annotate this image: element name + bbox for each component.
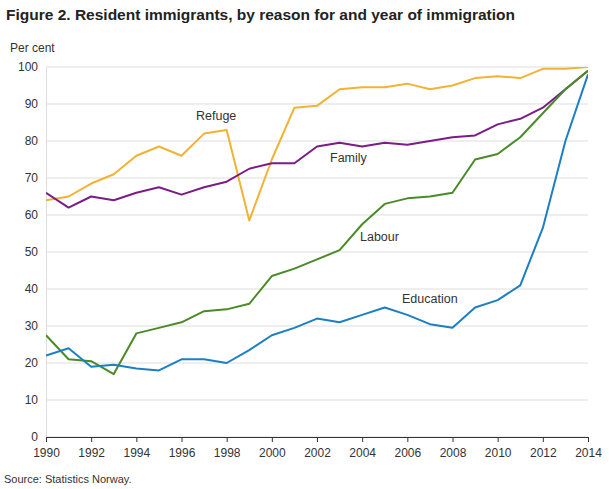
x-tick-mark: [453, 437, 454, 442]
grid-line: [46, 363, 588, 364]
x-tick-label: 1990: [33, 446, 60, 460]
x-tick-mark: [136, 437, 137, 442]
x-tick: 2014: [575, 437, 602, 460]
x-tick: 1990: [33, 437, 60, 460]
x-tick-label: 2008: [440, 446, 467, 460]
y-tick: 100: [18, 60, 46, 74]
y-tick-label: 70: [25, 171, 39, 185]
x-tick: 2004: [349, 437, 376, 460]
y-tick: 50: [25, 245, 46, 259]
series-label: Labour: [360, 230, 399, 244]
y-axis-line: [46, 68, 47, 438]
x-tick-mark: [498, 437, 499, 442]
y-tick-label: 40: [25, 282, 39, 296]
series-label: Family: [330, 151, 368, 165]
y-tick-label: 10: [25, 393, 39, 407]
x-tick-mark: [317, 437, 318, 442]
x-tick: 2006: [394, 437, 421, 460]
x-tick-label: 2002: [304, 446, 331, 460]
grid-line: [46, 252, 588, 253]
x-tick-label: 2014: [575, 446, 602, 460]
series-line: [46, 67, 588, 221]
grid: [46, 67, 588, 437]
x-tick-label: 1996: [169, 446, 196, 460]
series-label: Education: [402, 292, 458, 306]
x-tick: 1996: [169, 437, 196, 460]
y-tick: 80: [25, 134, 46, 148]
series-line: [46, 71, 588, 374]
x-tick: 2010: [485, 437, 512, 460]
y-tick-label: 30: [25, 319, 39, 333]
plot: 0102030405060708090100199019921994199619…: [18, 60, 602, 459]
y-tick-label: 90: [25, 97, 39, 111]
x-tick-label: 2000: [259, 446, 286, 460]
source: Source: Statistics Norway.: [4, 473, 132, 485]
title: Figure 2. Resident immigrants, by reason…: [6, 6, 515, 23]
y-label: Per cent: [10, 41, 55, 55]
x-tick-label: 1998: [214, 446, 241, 460]
chart: Figure 2. Resident immigrants, by reason…: [0, 0, 609, 489]
y-tick: 70: [25, 171, 46, 185]
x-tick-label: 2012: [530, 446, 557, 460]
y-tick-label: 60: [25, 208, 39, 222]
y-tick-label: 80: [25, 134, 39, 148]
x-tick-mark: [272, 437, 273, 442]
x-axis: 1990 1992 1994 1996 1998 2000 2002 2004 2006 2008…: [33, 437, 602, 460]
grid-line: [46, 67, 588, 68]
x-tick: 2008: [440, 437, 467, 460]
y-tick: 60: [25, 208, 46, 222]
x-tick-label: 2010: [485, 446, 512, 460]
lines: [46, 67, 588, 374]
series-line: [46, 71, 588, 208]
y-tick: 90: [25, 97, 46, 111]
x-tick-mark: [407, 437, 408, 442]
x-tick: 1998: [214, 437, 241, 460]
x-tick-mark: [362, 437, 363, 442]
x-tick-label: 2004: [349, 446, 376, 460]
x-tick-mark: [543, 437, 544, 442]
x-tick: 2000: [259, 437, 286, 460]
x-tick-label: 1994: [123, 446, 150, 460]
x-tick: 1992: [78, 437, 105, 460]
grid-line: [46, 178, 588, 179]
x-tick: 2012: [530, 437, 557, 460]
x-tick-mark: [91, 437, 92, 442]
y-tick-label: 50: [25, 245, 39, 259]
grid-line: [46, 215, 588, 216]
series-label: Refuge: [196, 109, 236, 123]
x-tick-mark: [182, 437, 183, 442]
x-tick-mark: [588, 437, 589, 442]
x-tick-label: 1992: [78, 446, 105, 460]
y-tick: 0: [31, 430, 46, 444]
y-tick: 20: [25, 356, 46, 370]
y-axis: 0 10 20 30 40 50 60 70 80 90 100: [18, 60, 47, 444]
series-line: [46, 74, 588, 370]
y-tick: 30: [25, 319, 46, 333]
grid-line: [46, 104, 588, 105]
grid-line: [46, 400, 588, 401]
y-tick: 40: [25, 282, 46, 296]
grid-line: [46, 141, 588, 142]
y-tick-label: 100: [18, 60, 38, 74]
x-tick-mark: [227, 437, 228, 442]
x-tick: 2002: [304, 437, 331, 460]
x-tick-mark: [46, 437, 47, 442]
x-tick: 1994: [123, 437, 150, 460]
y-tick-label: 0: [31, 430, 38, 444]
x-tick-label: 2006: [394, 446, 421, 460]
y-tick: 10: [25, 393, 46, 407]
grid-line: [46, 326, 588, 327]
grid-line: [46, 289, 588, 290]
y-tick-label: 20: [25, 356, 39, 370]
